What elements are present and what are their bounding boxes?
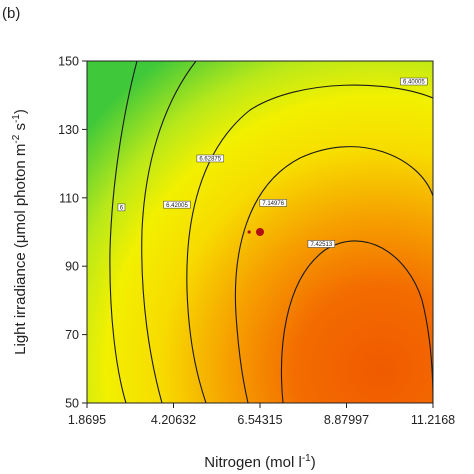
x-tick-label: 8.87997 — [324, 413, 369, 427]
x-tick-label: 6.54315 — [237, 413, 282, 427]
contour-label-box — [196, 154, 224, 163]
contour-label: 7.42513 — [307, 240, 335, 248]
contour-label: 6 — [117, 203, 126, 212]
contour-label: 6.40005 — [400, 77, 428, 86]
contour-label: 6.42005 — [163, 200, 191, 209]
contour-label-text: 7.14976 — [262, 201, 284, 207]
y-tick-label: 50 — [65, 397, 79, 411]
contour-label-text: 6.40005 — [403, 80, 425, 86]
contour-labels: 6 6.42005 6.62875 7.14976 7.42513 6.40005 — [117, 77, 428, 248]
contour-label-box — [117, 203, 126, 212]
contour-label-box — [307, 240, 335, 248]
contour-label-text: 7.42513 — [310, 242, 332, 248]
y-tick-label: 110 — [59, 191, 79, 205]
contour-label: 7.14976 — [259, 199, 287, 207]
panel-label: (b) — [2, 5, 20, 22]
contour-label-box — [400, 77, 428, 86]
y-axis-label: Light irradiance (μmol photon m-2 s-1) — [11, 109, 29, 355]
contour-label-box — [163, 200, 191, 209]
design-point — [256, 228, 264, 236]
contour-line-6.62875 — [186, 84, 433, 403]
design-point — [247, 230, 251, 234]
x-axis: 1.8695 4.20632 6.54315 8.87997 11.2168 — [68, 403, 455, 427]
contour-label-box — [259, 199, 287, 207]
contour-line-7.42513 — [280, 240, 433, 403]
x-tick-label: 1.8695 — [68, 413, 106, 427]
contour-label: 6.62875 — [196, 154, 224, 163]
contour-line-7.14976 — [234, 146, 433, 403]
y-tick-label: 70 — [65, 328, 79, 342]
y-tick-label: 150 — [58, 55, 79, 69]
x-axis-label: Nitrogen (mol l-1) — [204, 453, 315, 471]
y-tick-label: 130 — [58, 123, 79, 137]
design-points — [247, 228, 264, 236]
x-tick-label: 11.2168 — [411, 413, 455, 427]
y-tick-label: 90 — [65, 260, 79, 274]
contour-line-6 — [109, 61, 138, 403]
y-axis: 50 70 90 110 130 150 — [58, 55, 87, 411]
contour-label-text: 6.42005 — [166, 203, 188, 209]
contour-label-text: 6.62875 — [199, 157, 221, 163]
x-tick-label: 4.20632 — [151, 413, 196, 427]
contour-lines — [109, 61, 433, 403]
contour-label-text: 6 — [120, 206, 124, 212]
contour-line-6.42005 — [141, 61, 197, 403]
